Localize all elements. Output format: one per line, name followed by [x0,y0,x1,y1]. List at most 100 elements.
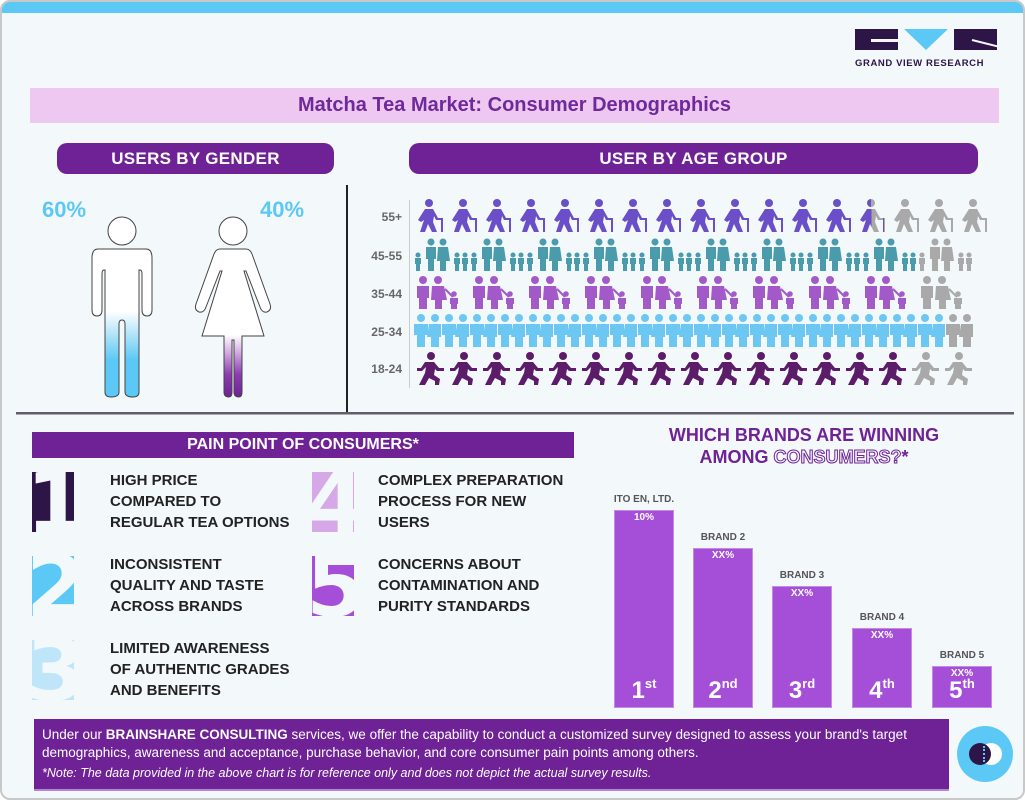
age-label-45-55: 45-55 [371,249,402,263]
footer-note: *Note: The data provided in the above ch… [42,766,652,780]
couple-icon [414,314,441,347]
running-person-icon [780,352,807,385]
elderly-with-cane-icon [418,199,443,232]
couple-icon [666,314,693,347]
elderly-with-cane-icon [520,199,545,232]
female-percent: 40% [260,197,305,222]
bar-label: BRAND 2 [700,532,746,543]
bar-rank: 3rd [788,676,816,704]
age-row-55plus [413,198,991,232]
elderly-with-cane-icon [758,199,783,232]
couple-icon [778,314,805,347]
bar-label: BRAND 4 [859,612,905,623]
parents-with-child-icon [473,276,514,309]
male-percent: 60% [42,197,87,222]
bar-label: BRAND 5 [939,650,985,661]
couple-icon [638,314,665,347]
elderly-with-cane-icon [588,199,613,232]
bar-label: BRAND 3 [779,570,825,581]
elderly-with-cane-icon [452,199,477,232]
running-person-icon [483,352,510,385]
family-group-icon [583,238,636,271]
elderly-with-cane-icon [860,199,885,232]
running-person-icon [846,352,873,385]
family-group-icon [415,238,468,271]
elderly-with-cane-icon [724,199,749,232]
elderly-with-cane-icon [486,199,511,232]
age-heading: USER BY AGE GROUP [409,143,978,174]
running-person-icon [714,352,741,385]
running-person-icon [417,352,444,385]
age-row-35-44 [413,275,973,309]
parents-with-child-icon [585,276,626,309]
running-person-icon [912,352,939,385]
couple-icon [582,314,609,347]
age-axis-line [409,200,410,388]
family-group-icon [807,238,860,271]
brand-bar: XX% 3rd [772,586,832,708]
couple-icon [442,314,469,347]
family-group-icon [639,238,692,271]
brand-bar: 10% 1st [614,510,674,708]
age-row-18-24 [413,351,974,385]
bar-rank: 4th [869,676,895,704]
elderly-with-cane-icon [690,199,715,232]
elderly-with-cane-icon [928,199,953,232]
elderly-with-cane-icon [894,199,919,232]
age-label-55plus: 55+ [381,210,402,224]
running-person-icon [945,352,972,385]
couple-icon [554,314,581,347]
couple-icon [862,314,889,347]
couple-icon [610,314,637,347]
section-divider-vertical [346,185,348,413]
elderly-with-cane-icon [792,199,817,232]
couple-icon [750,314,777,347]
brands-chart-title: WHICH BRANDS ARE WINNING AMONG CONSUMERS… [668,425,940,468]
elderly-with-cane-icon [826,199,851,232]
bar-rank: 1st [631,676,657,704]
running-person-icon [747,352,774,385]
running-person-icon [681,352,708,385]
age-label-25-34: 25-34 [371,325,402,339]
elderly-with-cane-icon [962,199,987,232]
running-person-icon [648,352,675,385]
brainshare-logo-icon [957,726,1013,782]
bar-value: XX% [950,668,974,679]
age-label-18-24: 18-24 [371,362,402,376]
family-group-icon [751,238,804,271]
footer-panel: Under our BRAINSHARE CONSULTING services… [34,719,949,791]
parents-with-child-icon [417,276,458,309]
bar-value: XX% [790,588,814,599]
top-accent-bar [2,2,1023,13]
section-divider-horizontal [16,412,1014,415]
family-group-icon [695,238,748,271]
age-row-25-34 [413,313,973,347]
couple-icon [470,314,497,347]
number-1-icon: 1 [32,472,74,532]
couple-icon [946,314,973,347]
family-group-icon [863,238,916,271]
footer-text: Under our BRAINSHARE CONSULTING services… [42,727,907,760]
age-label-35-44: 35-44 [371,287,402,301]
running-person-icon [549,352,576,385]
running-person-icon [879,352,906,385]
brand-bar: XX% 5th [932,666,992,708]
number-3-icon: 3 [32,640,74,700]
parents-with-child-icon [865,276,906,309]
couple-icon [890,314,917,347]
brand-bar: XX% 4th [852,628,912,708]
parents-with-child-icon [753,276,794,309]
running-person-icon [813,352,840,385]
page-title: Matcha Tea Market: Consumer Demographics [297,94,732,116]
elderly-with-cane-icon [622,199,647,232]
page-title-band: Matcha Tea Market: Consumer Demographics [30,88,999,123]
parents-with-child-icon [921,276,962,309]
couple-icon [834,314,861,347]
family-group-icon [919,238,972,271]
number-2-icon: 2 [32,556,74,616]
